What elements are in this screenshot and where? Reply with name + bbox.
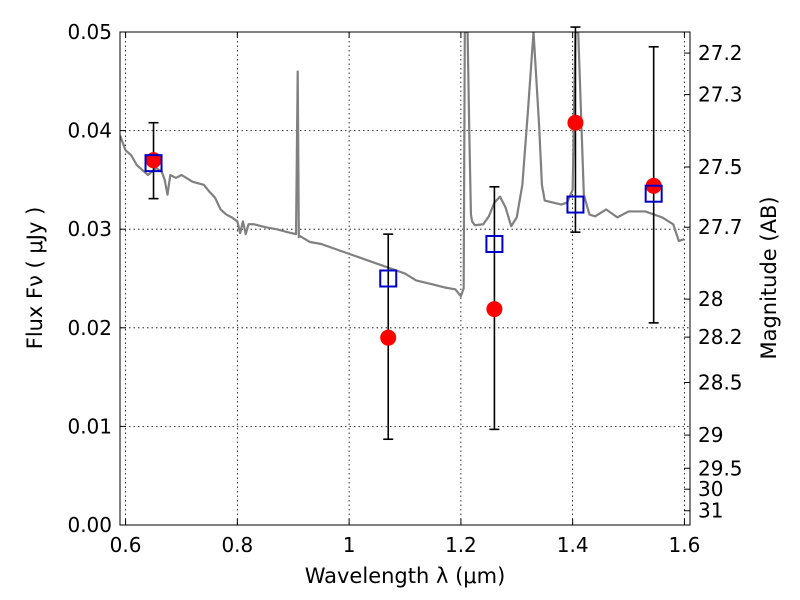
x-tick-label: 0.6 (110, 533, 142, 557)
marker-layer (144, 114, 663, 346)
sed-line-layer (120, 32, 685, 298)
x-axis-label: Wavelength λ (μm) (305, 564, 506, 588)
y-axis-right-label: Magnitude (AB) (757, 196, 781, 359)
mag-tick-label: 29.5 (698, 456, 743, 480)
model-point (144, 154, 163, 173)
x-tick-label: 0.8 (221, 533, 253, 557)
model-point (485, 234, 504, 253)
tick-layer (120, 31, 690, 526)
y-tick-label: 0.02 (67, 316, 112, 340)
plot-frame (119, 31, 691, 526)
mag-tick-label: 27.7 (698, 215, 743, 239)
y-tick-label: 0.03 (67, 217, 112, 241)
mag-tick-label: 28.2 (698, 325, 743, 349)
mag-tick-label: 27.3 (698, 83, 743, 107)
x-tick-label: 1.2 (445, 533, 477, 557)
model-point (644, 184, 663, 203)
observed-point (145, 152, 162, 169)
x-tick-label: 1.6 (669, 533, 701, 557)
y-tick-label: 0.04 (67, 119, 112, 143)
x-tick-label: 1 (343, 533, 356, 557)
mag-tick-label: 28.5 (698, 370, 743, 394)
mag-tick-label: 27.5 (698, 155, 743, 179)
y-axis-label: Flux Fν ( μJy ) (23, 207, 47, 350)
y-tick-label: 0.00 (67, 513, 112, 537)
mag-tick-label: 27.2 (698, 41, 743, 65)
mag-tick-label: 28 (698, 287, 723, 311)
observed-point (567, 114, 584, 131)
plot-background (120, 32, 690, 525)
tick-label-layer: 0.6 0.8 1 1.2 1.4 1.6 0.00 0.01 0.02 0.03 0.04 0.05… (67, 20, 742, 557)
mag-tick-label: 30 (698, 477, 723, 501)
y-tick-label: 0.01 (67, 414, 112, 438)
observed-point (380, 329, 397, 346)
sed-line (120, 32, 685, 298)
x-tick-label: 1.4 (557, 533, 589, 557)
model-point (566, 195, 585, 214)
y-tick-label: 0.05 (67, 20, 112, 44)
mag-tick-label: 29 (698, 423, 723, 447)
observed-point (486, 301, 503, 318)
mag-tick-label: 31 (698, 499, 723, 523)
model-point (379, 269, 398, 288)
